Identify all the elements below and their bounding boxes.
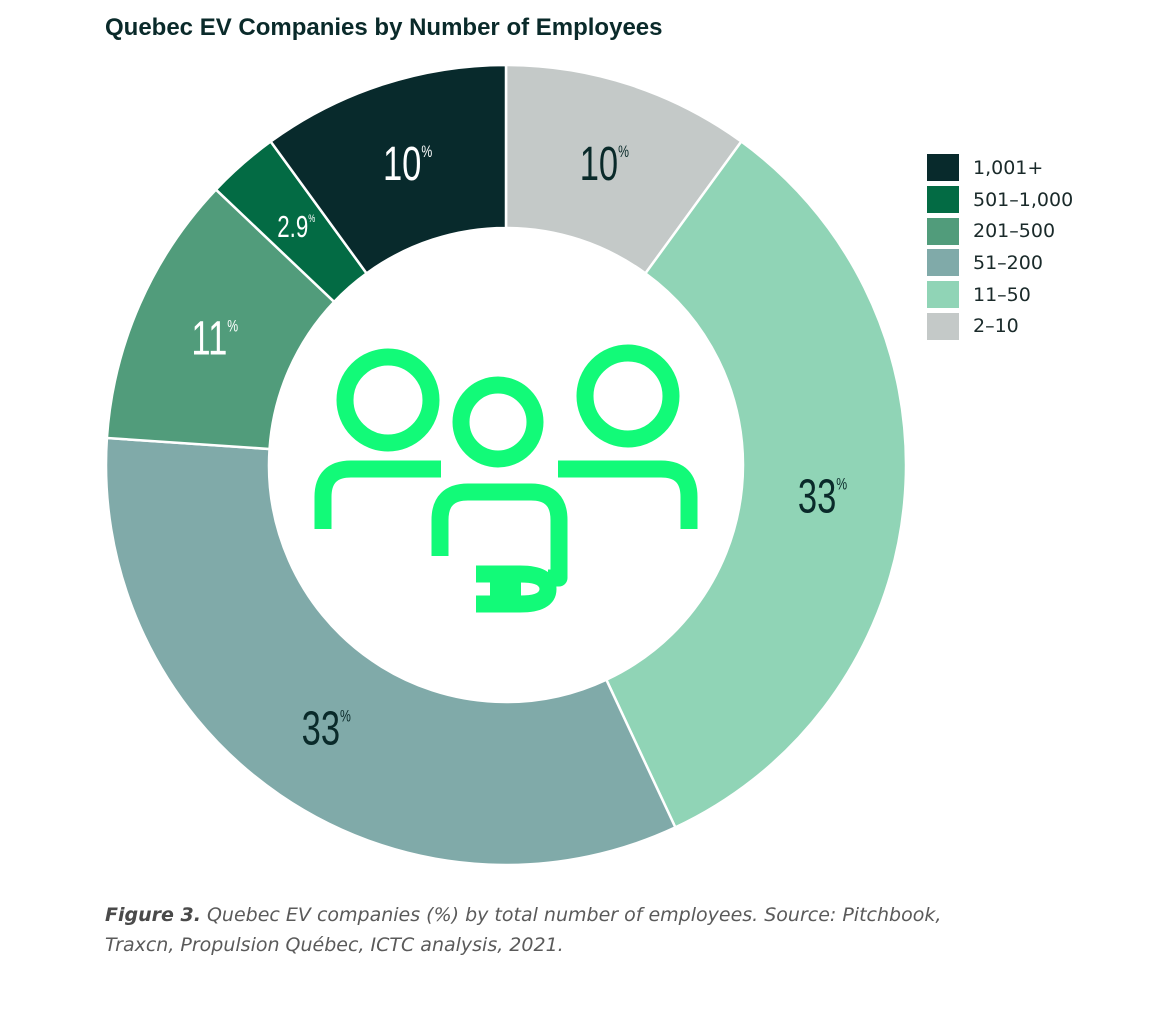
percent-sign: % [618, 143, 629, 161]
slice-label-501–1,000: 2.9% [277, 210, 315, 244]
legend: 1,001+ 501–1,000 201–500 51–200 11–50 2–10 [927, 152, 1073, 342]
percent-sign: % [308, 213, 315, 226]
slice-11–50 [604, 139, 908, 830]
legend-swatch [927, 186, 959, 214]
legend-item: 501–1,000 [927, 184, 1073, 216]
chart-title: Quebec EV Companies by Number of Employe… [105, 14, 663, 41]
slice-value: 10 [580, 136, 618, 190]
legend-swatch [927, 217, 959, 245]
slice-51–200 [104, 436, 677, 867]
legend-label: 1,001+ [973, 156, 1044, 179]
slice-label-11–50: 33% [798, 469, 847, 523]
legend-item: 51–200 [927, 247, 1073, 279]
legend-swatch [927, 312, 959, 340]
slice-value: 10 [383, 136, 421, 190]
slice-label-51–200: 33% [302, 701, 351, 755]
donut-slices [104, 63, 908, 867]
legend-swatch [927, 249, 959, 277]
slice-label-201–500: 11% [191, 311, 238, 365]
percent-sign: % [340, 708, 351, 726]
legend-label: 201–500 [973, 220, 1056, 243]
slice-1,001+ [268, 63, 508, 276]
percent-sign: % [836, 476, 847, 494]
slice-value: 33 [798, 469, 836, 523]
legend-label: 2–10 [973, 315, 1019, 338]
legend-item: 1,001+ [927, 152, 1073, 184]
slice-label-1,001+: 10% [383, 136, 432, 190]
donut-labels: 10%33%33%11%2.9%10% [191, 136, 847, 755]
legend-item: 11–50 [927, 279, 1073, 311]
legend-item: 201–500 [927, 215, 1073, 247]
people-with-plug-icon [314, 344, 698, 613]
legend-label: 11–50 [973, 283, 1031, 306]
legend-swatch [927, 281, 959, 309]
caption-text: Quebec EV companies (%) by total number … [105, 904, 942, 956]
percent-sign: % [227, 318, 238, 336]
legend-item: 2–10 [927, 310, 1073, 342]
slice-value: 11 [191, 311, 227, 365]
percent-sign: % [421, 143, 432, 161]
slice-value: 2.9 [277, 210, 308, 244]
legend-label: 501–1,000 [973, 188, 1074, 211]
slice-label-2–10: 10% [580, 136, 629, 190]
figure-label: Figure 3. [105, 904, 201, 926]
legend-label: 51–200 [973, 251, 1043, 274]
slice-value: 33 [302, 701, 340, 755]
figure-caption: Figure 3. Quebec EV companies (%) by tot… [105, 900, 985, 960]
legend-swatch [927, 154, 959, 182]
